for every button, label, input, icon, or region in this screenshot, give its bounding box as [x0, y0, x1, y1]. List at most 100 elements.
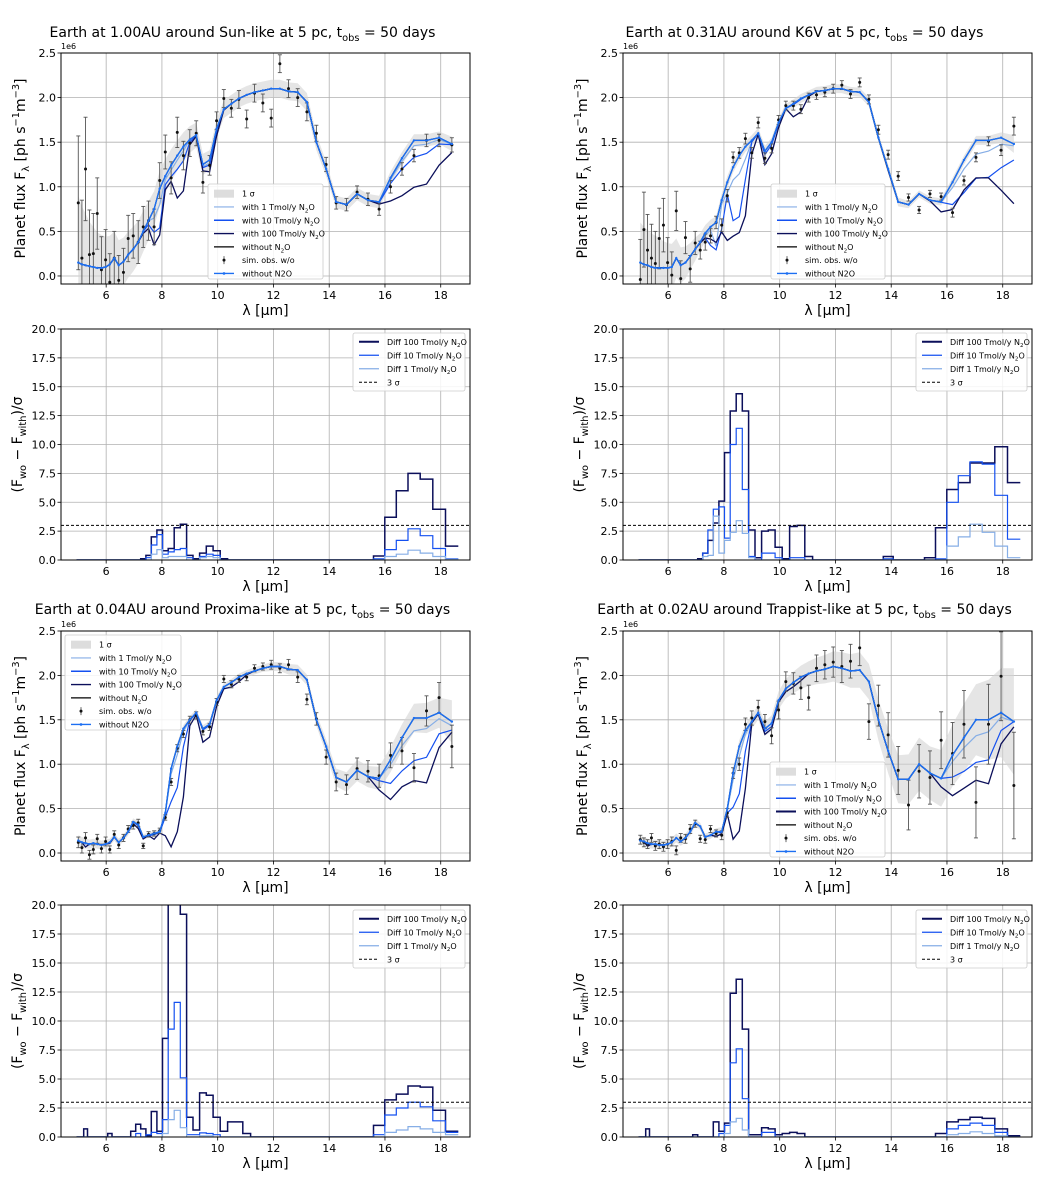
sim-obs-point — [777, 708, 781, 712]
without-n2o-marker — [675, 836, 678, 840]
y-tick-label: 20.0 — [594, 899, 619, 912]
x-tick-label: 10 — [773, 1142, 787, 1155]
without-n2o-marker — [208, 723, 211, 726]
without-n2o-marker — [867, 680, 871, 683]
x-axis-label: λ [μm] — [242, 303, 288, 319]
without-n2o-marker — [137, 240, 140, 244]
sim-obs-point — [756, 705, 760, 709]
sim-obs-point — [131, 234, 135, 238]
sim-obs-errorbar — [831, 646, 836, 678]
sim-obs-point — [269, 663, 273, 667]
without-n2o-marker — [126, 253, 130, 256]
without-n2o-marker — [132, 248, 135, 251]
sim-obs-point — [756, 121, 760, 125]
without-n2o-marker — [832, 665, 835, 668]
sim-obs-errorbar — [822, 650, 827, 680]
legend-label: Diff 100 Tmol/y N2O — [387, 915, 467, 926]
without-n2o-marker — [278, 87, 282, 90]
sim-obs-point — [928, 192, 932, 196]
sim-obs-errorbar — [749, 147, 754, 159]
y-tick-label: 2.0 — [39, 669, 57, 682]
sim-obs-errorbar — [973, 152, 978, 163]
legend-item: Diff 10 Tmol/y N2O — [359, 928, 462, 940]
x-axis-label: λ [μm] — [804, 303, 850, 319]
legend-item: with 10 Tmol/y N2O — [776, 794, 882, 806]
without-n2o-marker — [714, 830, 718, 833]
legend-band-swatch — [71, 640, 91, 649]
difference-panel-3: 6 8 10 12 14 16 18 0.0 2.5 5.0 7.5 10.0 12.5 15.0 17.5… — [572, 899, 1033, 1172]
sim-obs-point — [951, 211, 955, 215]
sim-obs-point — [674, 209, 678, 213]
sim-obs-errorbar — [99, 236, 104, 284]
without-n2o-marker — [763, 149, 767, 153]
sim-obs-point — [229, 106, 233, 110]
sim-obs-errorbar — [950, 207, 955, 218]
without-n2o-marker — [245, 672, 248, 675]
sim-obs-point — [770, 734, 774, 738]
x-tick-label: 8 — [720, 866, 727, 879]
sim-obs-point — [999, 148, 1003, 152]
legend-item: with 100 Tmol/y N2O — [214, 230, 325, 241]
x-tick-label: 14 — [884, 1142, 898, 1155]
plot-area — [76, 54, 454, 284]
x-tick-label: 8 — [720, 1142, 727, 1155]
without-n2o-marker — [658, 843, 661, 847]
sim-obs-point — [763, 720, 767, 724]
legend-marker-swatch — [222, 272, 226, 275]
sim-obs-point — [181, 732, 185, 736]
legend-frame — [770, 183, 886, 280]
without-n2o-marker — [928, 198, 932, 202]
y-tick-label: 1.5 — [601, 136, 619, 149]
diff-100-tmol-step — [638, 978, 1021, 1137]
sim-obs-point — [141, 225, 145, 229]
without-n2o-marker — [222, 107, 226, 111]
sim-obs-point — [737, 762, 741, 766]
sim-obs-errorbar — [286, 79, 291, 99]
sim-obs-point — [917, 208, 921, 212]
x-tick-label: 8 — [158, 1142, 165, 1155]
sim-obs-point — [661, 845, 665, 849]
sim-obs-point — [670, 273, 674, 277]
sim-obs-errorbar — [244, 109, 249, 129]
without-n2o-marker — [738, 154, 741, 157]
without-n2o-marker — [699, 825, 702, 828]
y-tick-label: 1.5 — [39, 714, 57, 727]
plot-area — [623, 978, 1032, 1137]
sim-obs-point — [876, 704, 880, 708]
sim-obs-point — [287, 87, 291, 91]
without-n2o-marker — [840, 87, 844, 90]
y-tick-label: 1.5 — [601, 714, 619, 727]
spectrum-panel-3: 6 8 10 12 14 16 18 0.0 0.5 1.0 1.5 2.0 2.5 λ [μm] Plan… — [573, 620, 1033, 896]
without-n2o-marker — [96, 266, 99, 270]
x-tick-label: 12 — [266, 1142, 280, 1155]
sim-obs-errorbar — [661, 197, 666, 253]
without-n2o-marker — [709, 225, 712, 229]
legend-label: Diff 1 Tmol/y N2O — [950, 365, 1020, 376]
x-tick-label: 16 — [378, 866, 392, 879]
sim-obs-errorbar — [674, 190, 679, 231]
sim-obs-point — [201, 729, 205, 733]
sim-obs-point — [208, 725, 212, 729]
sim-obs-point — [939, 195, 943, 199]
y-tick-label: 0.5 — [601, 803, 619, 816]
panel-title: Earth at 0.02AU around Trappist-like at … — [597, 602, 1012, 621]
x-tick-label: 16 — [378, 1142, 392, 1155]
sim-obs-point — [324, 755, 328, 759]
sim-obs-errorbar — [169, 161, 174, 195]
without-n2o-marker — [77, 261, 80, 264]
sim-obs-point — [725, 194, 729, 198]
sim-obs-errorbar — [344, 774, 349, 795]
y-axis-label: Planet flux Fλ [ph s−1m−3] — [11, 656, 32, 836]
y-tick-label: 2.0 — [39, 92, 57, 105]
legend-item: with 100 Tmol/y N2O — [71, 681, 182, 692]
legend-label: without N2O — [242, 243, 290, 254]
without-n2o-marker — [928, 771, 932, 775]
sim-obs-point — [709, 234, 713, 238]
sim-obs-errorbar — [917, 205, 922, 214]
sim-obs-point — [867, 720, 871, 724]
y-axis-label: Planet flux Fλ [ph s−1m−3] — [573, 656, 594, 836]
y-tick-label: 17.5 — [594, 928, 619, 941]
sim-obs-point — [823, 90, 827, 94]
sim-obs-errorbar — [116, 255, 121, 284]
legend-frame — [352, 332, 466, 392]
